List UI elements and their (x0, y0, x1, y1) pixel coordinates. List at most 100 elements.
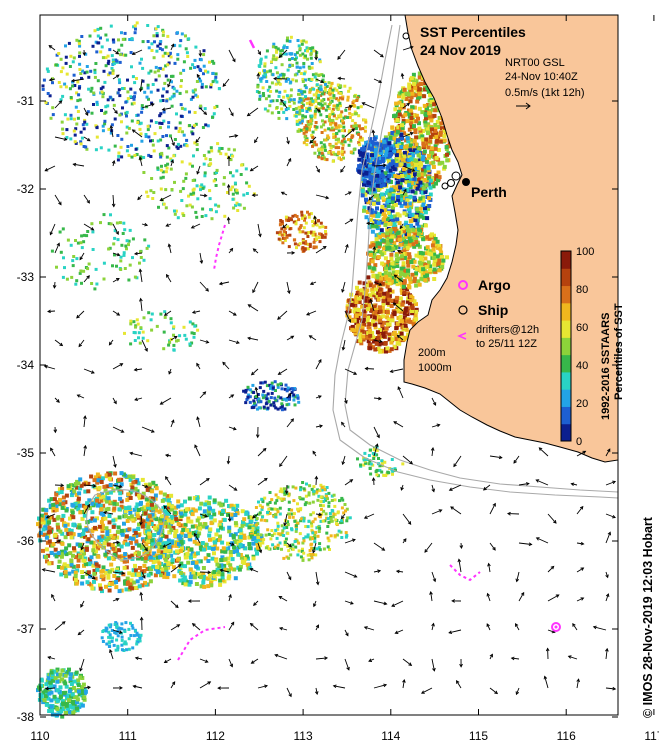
sst-pixel (222, 517, 227, 522)
sst-pixel (406, 229, 411, 234)
sst-pixel (80, 575, 85, 579)
sst-pixel (433, 146, 438, 151)
sst-pixel (343, 84, 347, 88)
sst-pixel (327, 91, 331, 95)
sst-pixel (285, 117, 289, 121)
sst-pixel (294, 79, 298, 83)
sst-pixel (267, 399, 271, 403)
sst-pixel (285, 39, 289, 43)
sst-pixel (402, 290, 407, 295)
sst-pixel (96, 546, 101, 551)
sst-pixel (433, 269, 437, 274)
sst-pixel (154, 544, 159, 549)
sst-pixel (428, 264, 433, 269)
sst-pixel (337, 114, 341, 118)
sst-pixel (188, 575, 193, 580)
sst-pixel (160, 48, 164, 52)
sst-pixel (231, 174, 235, 178)
sst-pixel (140, 104, 144, 108)
sst-pixel (327, 89, 331, 92)
sst-pixel (331, 88, 335, 92)
sst-pixel (372, 220, 377, 225)
sst-pixel (182, 179, 186, 183)
sst-pixel (101, 517, 105, 521)
sst-pixel (101, 523, 105, 528)
sst-pixel (416, 135, 421, 140)
sst-pixel (407, 207, 411, 211)
sst-pixel (302, 72, 306, 76)
sst-pixel (111, 518, 116, 523)
sst-pixel (436, 170, 441, 175)
sst-pixel (436, 261, 441, 266)
sst-pixel (396, 195, 401, 199)
sst-pixel (169, 55, 173, 59)
sst-pixel (195, 80, 199, 83)
sst-pixel (161, 135, 165, 138)
sst-pixel (409, 161, 414, 166)
sst-pixel (145, 502, 150, 507)
sst-pixel (112, 62, 116, 66)
sst-pixel (172, 343, 176, 347)
sst-pixel (355, 325, 360, 330)
sst-pixel (52, 497, 57, 502)
sst-pixel (265, 80, 269, 83)
sst-pixel (263, 69, 266, 73)
sst-pixel (399, 197, 404, 202)
sst-pixel (157, 564, 162, 569)
sst-pixel (391, 279, 396, 284)
sst-pixel (306, 49, 309, 53)
sst-pixel (304, 242, 308, 246)
sst-pixel (383, 341, 388, 346)
sst-pixel (327, 151, 331, 154)
sst-pixel (406, 332, 411, 337)
sst-pixel (147, 153, 151, 157)
sst-pixel (370, 153, 374, 158)
sst-pixel (118, 94, 122, 98)
sst-pixel (323, 88, 327, 92)
sst-pixel (163, 566, 168, 571)
sst-pixel (364, 215, 369, 220)
sst-pixel (104, 56, 108, 60)
sst-pixel (323, 128, 327, 132)
sst-pixel (190, 524, 195, 529)
sst-pixel (193, 58, 197, 62)
sst-pixel (88, 518, 93, 523)
sst-pixel (342, 121, 345, 125)
sst-pixel (216, 528, 221, 533)
sst-pixel (361, 334, 366, 339)
sst-pixel (409, 84, 414, 89)
sst-pixel (191, 63, 195, 67)
sst-pixel (97, 524, 102, 529)
sst-pixel (361, 309, 366, 314)
sst-pixel (432, 252, 437, 257)
sst-pixel (152, 191, 156, 194)
sst-pixel (378, 184, 383, 189)
sst-pixel (278, 90, 282, 94)
sst-pixel (270, 60, 273, 64)
sst-pixel (383, 330, 388, 335)
sst-pixel (218, 146, 222, 150)
sst-pixel (290, 218, 293, 222)
sst-pixel (426, 145, 431, 150)
sst-pixel (74, 485, 79, 490)
sst-pixel (227, 504, 231, 508)
sst-pixel (445, 255, 449, 260)
sst-pixel (306, 235, 310, 238)
sst-pixel (147, 528, 152, 533)
sst-pixel (309, 119, 312, 123)
sst-pixel (78, 62, 82, 66)
sst-pixel (412, 124, 416, 129)
sst-pixel (125, 576, 130, 581)
sst-pixel (414, 237, 419, 242)
sst-pixel (142, 563, 147, 568)
sst-pixel (300, 42, 304, 46)
sst-pixel (180, 530, 185, 535)
sst-pixel (430, 107, 435, 112)
sst-pixel (389, 347, 394, 352)
sst-pixel (182, 60, 186, 64)
sst-pixel (67, 571, 72, 576)
sst-pixel (139, 256, 143, 259)
sst-pixel (188, 553, 193, 558)
sst-pixel (422, 103, 427, 108)
sst-pixel (381, 246, 386, 251)
